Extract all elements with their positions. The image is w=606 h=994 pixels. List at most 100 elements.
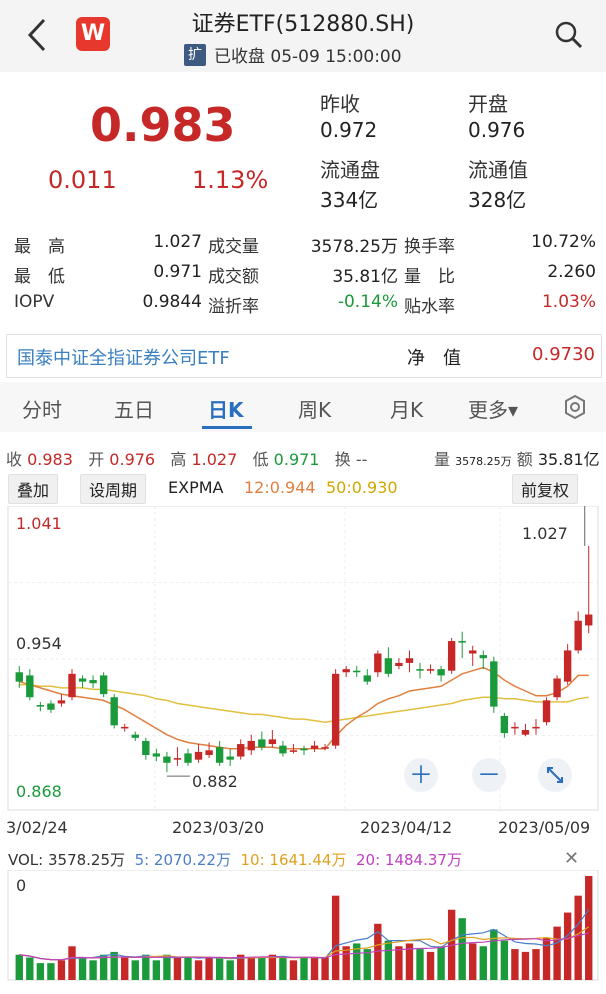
candle-body — [553, 678, 561, 698]
zoom-out-button[interactable]: － — [472, 758, 506, 792]
candle-body — [416, 669, 424, 671]
volume-bar — [479, 946, 487, 980]
volume-bar — [89, 960, 97, 980]
candle-body — [447, 641, 456, 671]
turnover-value-small: -- — [355, 450, 368, 469]
volume-chart[interactable] — [0, 870, 606, 982]
candle-body — [289, 750, 298, 752]
volume-bar — [258, 957, 266, 980]
expand-badge[interactable]: 扩 — [184, 43, 206, 66]
volume-bar — [585, 876, 593, 980]
stat-l2-2: 溢折率 — [208, 297, 259, 317]
volume-bar — [532, 949, 540, 980]
stat-v1-1: 0.971 — [153, 262, 202, 282]
candle-body — [237, 744, 245, 757]
close-icon[interactable]: ✕ — [564, 848, 580, 869]
candle-body — [57, 700, 66, 704]
chevron-left-icon[interactable] — [26, 18, 48, 52]
prev-close-label: 昨收 — [320, 92, 360, 116]
expma50-value: 50:0.930 — [326, 478, 398, 497]
price-change-pct: 1.13% — [192, 166, 269, 194]
volume-bar — [437, 946, 445, 980]
volume-bar — [469, 943, 477, 980]
float-value-value: 328亿 — [468, 188, 527, 212]
candle-body — [226, 756, 234, 760]
tab-five-day[interactable]: 五日 — [114, 398, 154, 422]
candle-body — [184, 753, 192, 763]
amt-label-small: 额 — [516, 450, 533, 469]
volume-bar — [268, 954, 277, 980]
vol-amt-row: 量 3578.25万 额 35.81亿 — [434, 446, 600, 470]
active-tab-indicator — [202, 426, 252, 429]
candle-body — [384, 658, 393, 674]
volume-bar — [110, 951, 118, 980]
volume-bar — [163, 954, 171, 980]
candle-body — [532, 726, 540, 729]
overlay-button[interactable]: 叠加 — [8, 474, 59, 504]
tab-weekly-k[interactable]: 周K — [298, 398, 332, 422]
volume-bar — [395, 946, 403, 980]
tab-daily-k[interactable]: 日K — [208, 398, 244, 422]
tab-monthly-k[interactable]: 月K — [390, 398, 424, 422]
etf-name: 国泰中证全指证券公司ETF — [17, 348, 230, 369]
expma-label: EXPMA — [168, 478, 224, 497]
volume-bar — [279, 957, 287, 980]
adjust-button[interactable]: 前复权 — [512, 474, 579, 504]
volume-bar — [353, 943, 361, 980]
candle-body — [121, 726, 129, 729]
vol-legend-ma20: 20: 1484.37万 — [356, 851, 462, 869]
y-label-min: 0.868 — [16, 782, 62, 801]
volume-bar — [26, 957, 34, 980]
candle-body — [563, 650, 572, 682]
candle-body — [131, 734, 139, 738]
open-value: 0.976 — [468, 118, 526, 142]
fullscreen-button[interactable] — [538, 758, 572, 792]
candle-body — [321, 747, 329, 749]
candle-body — [215, 747, 224, 763]
open-label: 开盘 — [468, 92, 508, 116]
stat-v1-0: 1.027 — [153, 232, 202, 252]
expma12-value: 12:0.944 — [244, 478, 316, 497]
volume-bar — [121, 957, 129, 980]
volume-bar — [194, 960, 203, 980]
candle-body — [47, 703, 55, 710]
stat-l1-2: IOPV — [14, 292, 55, 312]
nav-value: 0.9730 — [532, 344, 595, 365]
volume-bar — [237, 954, 245, 980]
set-period-button[interactable]: 设周期 — [80, 474, 147, 504]
candle-body — [99, 675, 108, 695]
volume-bar — [542, 937, 551, 980]
search-icon[interactable] — [554, 20, 584, 50]
candle-body — [26, 675, 34, 698]
min-annotation: 0.882 — [192, 772, 238, 791]
volume-bar — [405, 943, 414, 980]
volume-bar — [226, 960, 234, 980]
candle-body — [173, 758, 182, 760]
ohlc-row: 收 0.983 开 0.976 高 1.027 低 0.971 换 -- — [6, 446, 367, 470]
tab-more[interactable]: 更多▾ — [468, 398, 519, 422]
amt-value-small: 35.81亿 — [537, 450, 600, 469]
max-leader — [584, 506, 586, 546]
stat-v1-2: 0.9844 — [142, 292, 202, 312]
volume-bar — [173, 957, 182, 980]
vol-legend-total: VOL: 3578.25万 — [8, 851, 126, 869]
last-price: 0.983 — [90, 98, 236, 152]
candlestick-chart[interactable] — [0, 506, 606, 812]
close-value: 0.983 — [27, 450, 73, 469]
volume-bar — [458, 918, 466, 980]
settings-icon[interactable] — [562, 394, 588, 420]
volume-bar — [574, 895, 582, 980]
zoom-in-button[interactable]: ＋ — [404, 758, 438, 792]
tab-intraday[interactable]: 分时 — [22, 398, 62, 422]
candle-body — [374, 653, 382, 673]
etf-info-bar[interactable]: 国泰中证全指证券公司ETF 净 值 0.9730 — [6, 334, 602, 378]
candle-body — [363, 675, 371, 682]
volume-bar — [331, 895, 340, 980]
x-label-1: 2023/03/20 — [172, 818, 265, 837]
candle-body — [15, 672, 23, 682]
candle-body — [437, 669, 445, 676]
volume-bar — [553, 926, 561, 980]
volume-bar — [342, 946, 350, 980]
stat-v3-0: 10.72% — [531, 232, 596, 252]
volume-bar — [490, 929, 498, 980]
